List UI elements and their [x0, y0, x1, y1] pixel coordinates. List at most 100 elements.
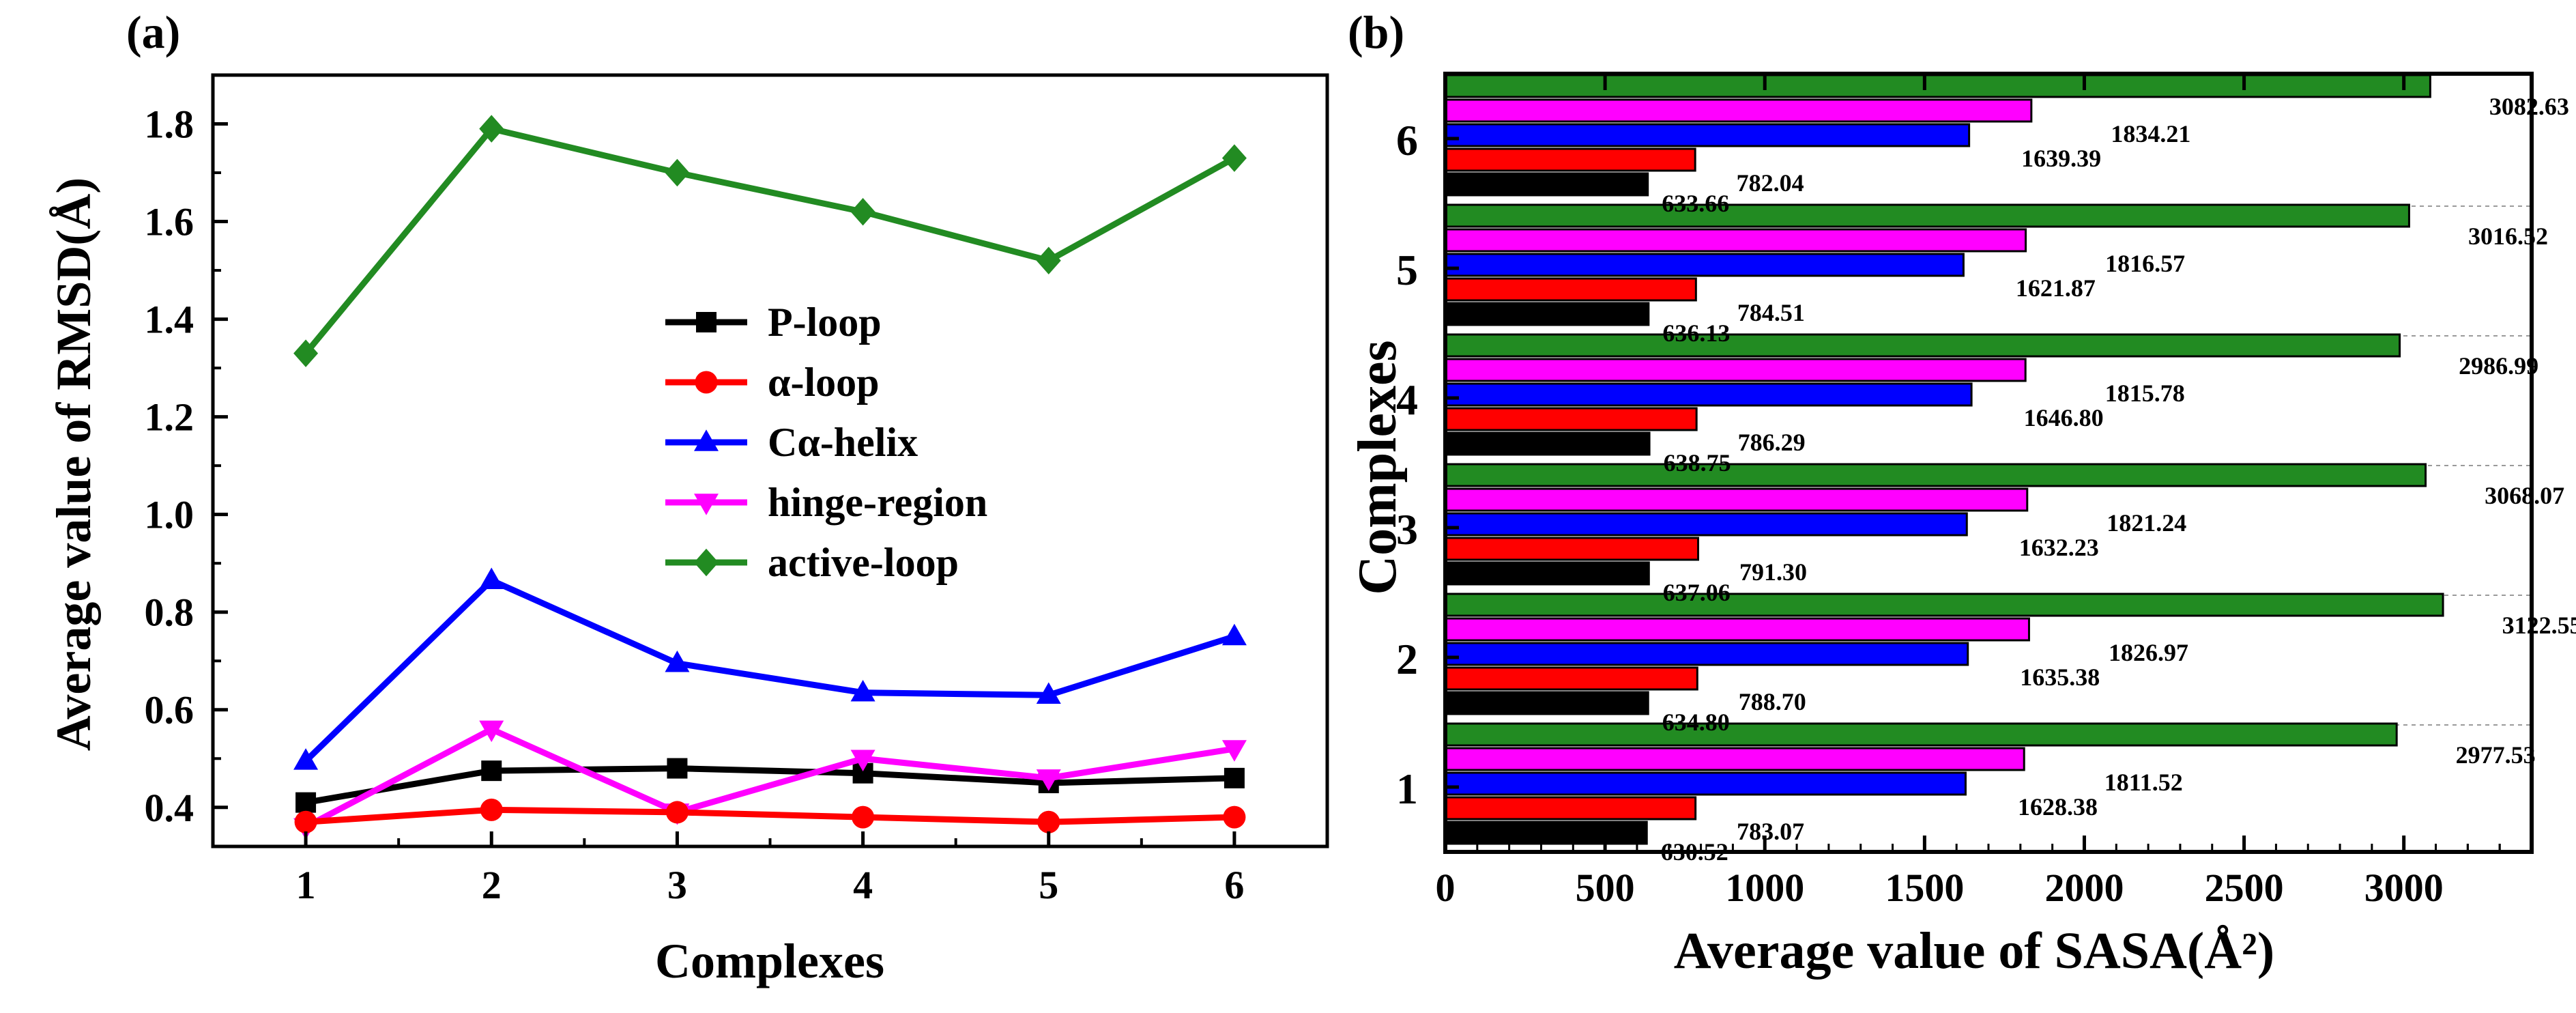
chart-b-bar-label-P-loop: 638.75: [1664, 449, 1731, 476]
chart-a-legend-item: hinge-region: [665, 480, 987, 525]
chart-b-bar-active-loop: [1444, 463, 2427, 487]
chart-b-bar-label-Cα-helix: 1639.39: [2021, 145, 2101, 172]
chart-a-point-P-loop: [667, 758, 688, 779]
chart-b-bar-label-active-loop: 3122.55: [2502, 612, 2576, 639]
chart-a-legend-item: P-loop: [665, 300, 882, 345]
chart-a-y-tick-label: 1.8: [145, 102, 194, 147]
chart-b-bar-hinge-region: [1444, 228, 2027, 253]
chart-b-bar-α-loop: [1444, 666, 1698, 691]
chart-b-bar-label-P-loop: 634.80: [1662, 709, 1730, 736]
chart-b-bar-α-loop: [1444, 796, 1697, 821]
chart-b-x-tick-label: 2500: [2205, 866, 2284, 910]
chart-a-point-Cα-helix: [1221, 623, 1247, 646]
chart-a-series-Cα-helix: [293, 567, 1247, 770]
chart-a-point-hinge-region: [1036, 769, 1061, 791]
chart-b-bar-label-hinge-region: 1815.78: [2105, 380, 2185, 407]
chart-a-point-Cα-helix: [479, 567, 504, 589]
chart-a-point-α-loop: [294, 810, 317, 833]
chart-a-point-P-loop: [481, 760, 502, 782]
chart-a-x-tick-label: 6: [1224, 863, 1244, 907]
chart-b-bar-label-Cα-helix: 1646.80: [2024, 404, 2104, 431]
chart-b-bar-label-α-loop: 782.04: [1737, 169, 1804, 197]
chart-b-bar-label-hinge-region: 1816.57: [2105, 250, 2185, 277]
chart-b-sasa: 630.52783.071628.381811.522977.53634.807…: [1348, 72, 2576, 980]
chart-a-legend-item: α-loop: [665, 360, 880, 405]
chart-a-y-tick-label: 1.2: [145, 395, 194, 440]
chart-b-bar-label-Cα-helix: 1632.23: [2019, 534, 2099, 561]
chart-b-bar-label-hinge-region: 1834.21: [2111, 120, 2190, 147]
chart-a-point-active-loop: [1036, 246, 1061, 275]
chart-b-bar-P-loop: [1444, 302, 1650, 326]
chart-a-point-P-loop: [295, 792, 317, 813]
chart-b-bar-active-loop: [1444, 333, 2401, 358]
chart-a-line-hinge-region: [304, 726, 1235, 830]
chart-b-bar-Cα-helix: [1444, 123, 1971, 147]
chart-b-bar-hinge-region: [1444, 487, 2029, 512]
chart-a-point-Cα-helix: [1036, 682, 1061, 704]
chart-b-bar-hinge-region: [1444, 617, 2030, 642]
chart-b-bar-label-P-loop: 633.66: [1662, 190, 1729, 217]
chart-a-point-α-loop: [1037, 810, 1060, 833]
chart-a-point-active-loop: [293, 339, 319, 367]
chart-b-bar-Cα-helix: [1444, 642, 1969, 666]
panel-a-label: (a): [126, 6, 180, 58]
chart-b-bar-label-P-loop: 637.06: [1663, 579, 1731, 606]
chart-a-x-tick-label: 3: [667, 863, 687, 907]
chart-a-legend-label: P-loop: [768, 300, 882, 345]
chart-b-group-5: 636.13 784.51 1621.87 1816.57 3016.52: [1444, 203, 2548, 347]
chart-b-bar-P-loop: [1444, 691, 1649, 715]
chart-b-x-tick-label: 1000: [1725, 866, 1804, 910]
panel-b-label: (b): [1348, 6, 1404, 58]
chart-a-legend-label: hinge-region: [768, 480, 987, 525]
chart-a-line-α-loop: [305, 806, 1235, 825]
chart-b-x-tick-label: 1500: [1885, 866, 1964, 910]
chart-a-y-tick-label: 1.6: [145, 200, 194, 244]
chart-b-y-tick-label: 3: [1396, 505, 1418, 554]
chart-a-point-Cα-helix: [850, 679, 875, 702]
chart-b-bar-α-loop: [1444, 147, 1696, 172]
chart-a-point-active-loop: [479, 115, 504, 143]
chart-b-bar-label-α-loop: 784.51: [1737, 299, 1805, 326]
chart-b-bar-hinge-region: [1444, 98, 2033, 123]
chart-b-bar-Cα-helix: [1444, 771, 1967, 796]
chart-a-y-axis-title: Average value of RMSD(Å): [46, 177, 101, 751]
chart-b-bar-Cα-helix: [1444, 253, 1965, 277]
chart-b-bar-hinge-region: [1444, 747, 2025, 771]
chart-a-series-α-loop: [294, 798, 1246, 833]
chart-a-x-tick-label: 1: [296, 863, 316, 907]
chart-a-legend-marker: [694, 548, 719, 577]
chart-a-point-active-loop: [1221, 144, 1247, 172]
chart-b-bar-Cα-helix: [1444, 512, 1968, 537]
chart-b-bar-label-α-loop: 788.70: [1739, 688, 1806, 715]
chart-b-x-tick-label: 2000: [2044, 866, 2124, 910]
chart-a-legend-marker: [695, 371, 718, 394]
chart-b-x-axis-title: Average value of SASA(Å²): [1674, 922, 2274, 980]
chart-a-point-α-loop: [480, 798, 503, 821]
chart-b-bar-active-loop: [1444, 722, 2398, 747]
chart-b-bar-P-loop: [1444, 561, 1650, 586]
chart-b-bar-label-Cα-helix: 1635.38: [2020, 664, 2100, 691]
chart-b-bar-label-active-loop: 2986.99: [2459, 352, 2538, 380]
chart-b-bar-label-Cα-helix: 1628.38: [2018, 793, 2098, 821]
chart-b-bar-α-loop: [1444, 407, 1698, 431]
chart-b-bar-hinge-region: [1444, 358, 2027, 382]
chart-a-series-active-loop: [293, 115, 1247, 367]
chart-a-legend: P-loop α-loop Cα-helix hinge-region active-l…: [665, 300, 987, 585]
chart-a-series-P-loop: [295, 758, 1245, 813]
chart-a-point-P-loop: [1224, 767, 1245, 788]
chart-a-point-α-loop: [665, 801, 689, 824]
chart-b-bar-P-loop: [1444, 431, 1651, 456]
chart-a-rmsd: 0.4 0.6 0.8 1.0 1.2 1.4 1.6 1.8 1 2 3 4 5 6 P-loop α-l…: [46, 73, 1329, 988]
chart-b-group-2: 634.80 788.70 1635.38 1826.97 3122.55: [1444, 593, 2576, 736]
chart-a-point-active-loop: [665, 158, 690, 187]
chart-b-bar-label-Cα-helix: 1621.87: [2016, 274, 2096, 302]
chart-b-y-tick-label: 2: [1396, 635, 1418, 683]
chart-a-point-hinge-region: [1221, 740, 1247, 762]
chart-a-point-Cα-helix: [665, 651, 690, 672]
chart-a-legend-label: Cα-helix: [768, 420, 918, 465]
chart-b-bar-P-loop: [1444, 172, 1649, 197]
chart-a-point-α-loop: [1223, 805, 1246, 829]
chart-b-bar-label-hinge-region: 1821.24: [2107, 509, 2186, 537]
